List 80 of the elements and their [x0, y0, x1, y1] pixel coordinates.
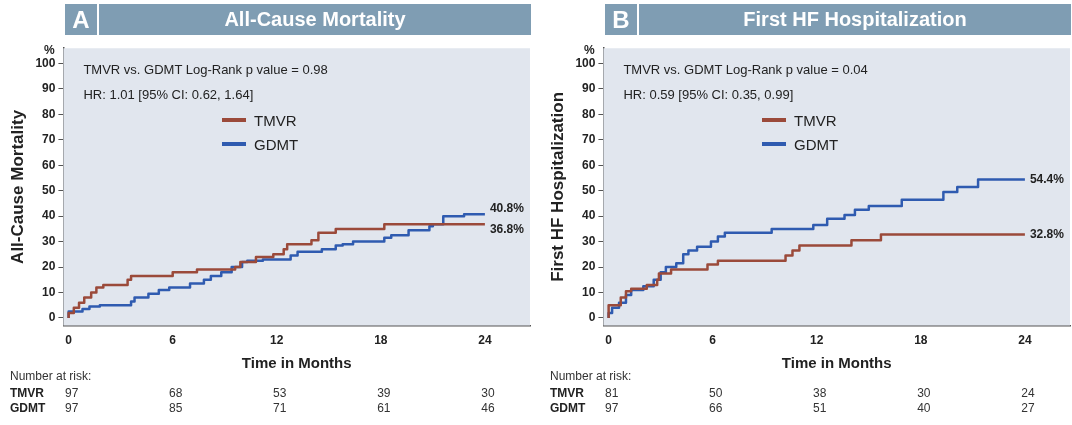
text: 30	[917, 386, 931, 401]
legend-label: GDMT	[254, 135, 299, 153]
y-axis-title: All-Cause Mortality	[7, 109, 27, 264]
y-tick-label: 0	[48, 310, 56, 325]
text: 40	[917, 401, 931, 416]
x-axis-title: Time in Months	[241, 354, 352, 372]
legend-label: GDMT	[794, 135, 839, 153]
y-tick-label: 10	[42, 284, 56, 299]
x-tick-label: 24	[478, 333, 492, 348]
y-tick-label: 70	[42, 132, 56, 147]
text: 97	[604, 401, 619, 416]
text: %	[44, 42, 56, 57]
annotation: TMVR vs. GDMT Log-Rank p value = 0.04	[623, 61, 868, 77]
y-tick-label: 90	[582, 81, 596, 96]
y-tick-label: 100	[575, 55, 596, 70]
text: 27	[1021, 401, 1035, 416]
annotation: HR: 1.01 [95% CI: 0.62, 1.64]	[83, 86, 254, 102]
y-axis-title: First HF Hospitalization	[547, 91, 567, 282]
annotation: 54.4%	[1029, 171, 1065, 186]
y-tick-label: 100	[35, 55, 56, 70]
y-tick-label: 80	[42, 106, 56, 121]
y-tick-label: 10	[582, 284, 596, 299]
x-axis-title: Time in Months	[781, 354, 892, 372]
y-tick-label: 50	[582, 183, 596, 198]
text: GDMT	[10, 401, 46, 416]
y-tick-label: 60	[42, 157, 56, 172]
y-tick-label: 80	[582, 106, 596, 121]
y-tick-label: 0	[588, 310, 596, 325]
x-tick-label: 6	[169, 333, 177, 348]
text: TMVR	[10, 386, 45, 401]
text: TMVR	[550, 386, 585, 401]
y-tick-label: 40	[582, 208, 596, 223]
text: 68	[169, 386, 183, 401]
text: 51	[813, 401, 827, 416]
text: 97	[64, 401, 79, 416]
chart-title: First HF Hospitalization	[742, 7, 968, 32]
text: Number at risk:	[550, 369, 632, 384]
y-tick-label: 50	[42, 183, 56, 198]
text: GDMT	[550, 401, 586, 416]
legend-label: TMVR	[794, 111, 837, 129]
y-tick-label: 30	[42, 233, 56, 248]
text: 61	[377, 401, 391, 416]
text: 85	[169, 401, 183, 416]
text: 66	[709, 401, 723, 416]
y-tick-label: 20	[582, 259, 596, 274]
y-tick-label: 40	[42, 208, 56, 223]
x-tick-label: 6	[709, 333, 717, 348]
text: 50	[709, 386, 723, 401]
x-tick-label: 24	[1018, 333, 1032, 348]
annotation: HR: 0.59 [95% CI: 0.35, 0.99]	[623, 86, 794, 102]
annotation: TMVR vs. GDMT Log-Rank p value = 0.98	[83, 61, 328, 77]
text: 24	[1021, 386, 1035, 401]
text: 38	[813, 386, 827, 401]
text: A	[65, 4, 99, 35]
annotation: 32.8%	[1029, 226, 1065, 241]
text: 81	[604, 386, 619, 401]
x-tick-label: 0	[65, 333, 73, 348]
y-tick-label: 60	[582, 157, 596, 172]
text: 39	[377, 386, 391, 401]
text: %	[584, 42, 596, 57]
text: 71	[273, 401, 287, 416]
x-tick-label: 12	[270, 333, 284, 348]
y-tick-label: 70	[582, 132, 596, 147]
chart-title: All-Cause Mortality	[223, 7, 407, 32]
y-tick-label: 30	[582, 233, 596, 248]
x-tick-label: 0	[605, 333, 613, 348]
text: B	[605, 4, 639, 35]
annotation: 36.8%	[489, 221, 525, 236]
y-tick-label: 20	[42, 259, 56, 274]
y-tick-label: 90	[42, 81, 56, 96]
text: Number at risk:	[10, 369, 92, 384]
text: 53	[273, 386, 287, 401]
text: 46	[481, 401, 495, 416]
annotation: 40.8%	[489, 201, 525, 216]
legend-label: TMVR	[254, 111, 297, 129]
text: 97	[64, 386, 79, 401]
x-tick-label: 18	[374, 333, 388, 348]
x-tick-label: 18	[914, 333, 928, 348]
x-tick-label: 12	[810, 333, 824, 348]
text: 30	[481, 386, 495, 401]
